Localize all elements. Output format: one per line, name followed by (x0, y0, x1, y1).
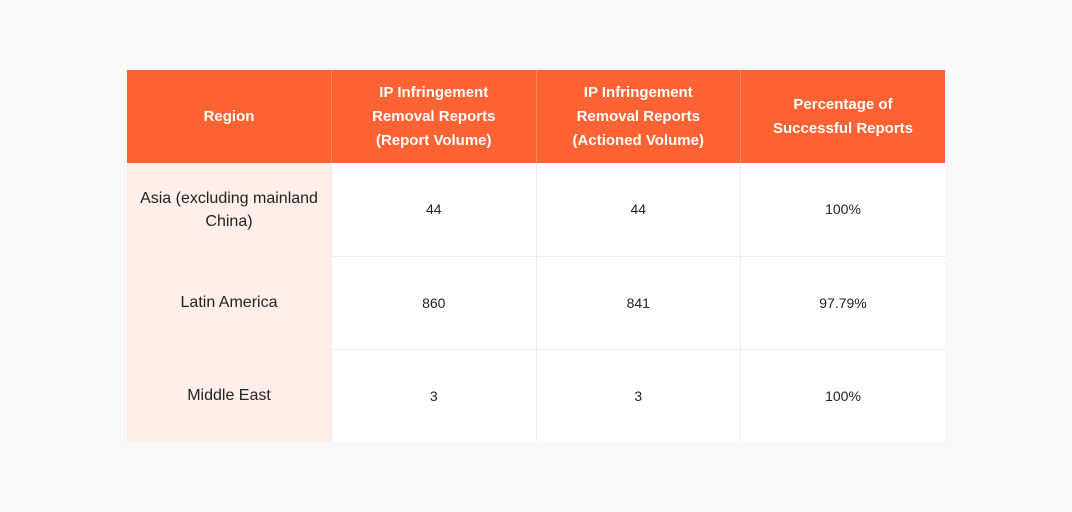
cell-report-volume: 860 (331, 255, 536, 349)
table-row: Middle East 3 3 100% (127, 348, 945, 442)
ip-removal-table: Region IP Infringement Removal Reports (… (127, 70, 945, 442)
header-region: Region (127, 70, 332, 163)
cell-actioned-volume: 44 (535, 163, 741, 256)
cell-region: Asia (excluding mainland China) (127, 163, 332, 256)
table-row: Asia (excluding mainland China) 44 44 10… (127, 163, 945, 256)
cell-region: Latin America (127, 256, 332, 349)
cell-report-volume: 3 (331, 348, 536, 442)
header-report-volume: IP Infringement Removal Reports (Report … (331, 70, 536, 163)
cell-actioned-volume: 3 (535, 348, 741, 442)
cell-report-volume: 44 (331, 163, 536, 256)
cell-region: Middle East (127, 349, 332, 442)
header-success-percentage: Percentage of Successful Reports (740, 70, 945, 163)
table-header-row: Region IP Infringement Removal Reports (… (127, 70, 945, 163)
cell-success-percentage: 100% (740, 163, 945, 256)
ip-removal-table-container: Region IP Infringement Removal Reports (… (127, 70, 945, 442)
cell-actioned-volume: 841 (535, 255, 741, 349)
header-actioned-volume: IP Infringement Removal Reports (Actione… (535, 70, 741, 163)
table-row: Latin America 860 841 97.79% (127, 255, 945, 349)
cell-success-percentage: 97.79% (740, 255, 945, 349)
cell-success-percentage: 100% (740, 348, 945, 442)
